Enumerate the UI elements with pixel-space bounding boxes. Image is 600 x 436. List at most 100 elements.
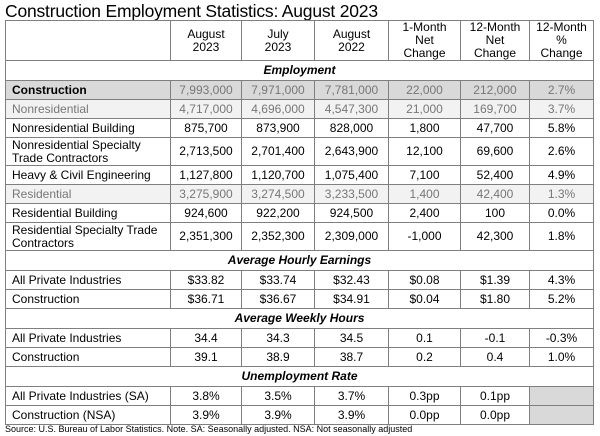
table-cell: 34.5: [314, 328, 389, 348]
table-row: Nonresidential Specialty Trade Contracto…: [5, 137, 594, 166]
table-cell: 1,800: [388, 118, 461, 138]
table-cell: 3.9%: [241, 405, 315, 425]
table-cell: 0.3pp: [388, 386, 461, 406]
table-cell: 34.4: [170, 328, 242, 348]
section-title: Average Weekly Hours: [5, 308, 594, 329]
column-header-line1: July: [267, 26, 289, 41]
section-title: Employment: [5, 60, 594, 81]
table-cell: 7,100: [388, 165, 461, 185]
table-cell: 0.4: [460, 347, 530, 367]
row-label: Residential Building: [5, 203, 171, 223]
table-cell: $33.82: [170, 270, 242, 290]
table-cell: $1.39: [460, 270, 530, 290]
row-label: Construction (NSA): [5, 405, 171, 425]
table-cell: 3,275,900: [170, 184, 242, 204]
table-cell: 2.6%: [529, 137, 594, 166]
column-header-line2: Net Change: [403, 33, 446, 60]
table-row: Nonresidential Building 875,700 873,900 828…: [5, 118, 594, 138]
column-header-line2: 2022: [338, 39, 365, 54]
table-cell: 1,075,400: [314, 165, 389, 185]
table-cell: 3.8%: [170, 386, 242, 406]
row-label: Nonresidential: [5, 99, 171, 119]
table-cell: $33.74: [241, 270, 315, 290]
table-cell: 38.7: [314, 347, 389, 367]
table-row: All Private Industries 34.4 34.3 34.5 0.1 -0.…: [5, 328, 594, 348]
row-label: Heavy & Civil Engineering: [5, 165, 171, 185]
table-cell: 3.7%: [314, 386, 389, 406]
section-header-row: Employment: [5, 60, 594, 81]
table-cell: 42,400: [460, 184, 530, 204]
table-cell: 873,900: [241, 118, 315, 138]
column-header-line2: 2023: [192, 39, 220, 54]
table-cell: 924,600: [170, 203, 242, 223]
table-cell: 4.3%: [529, 270, 594, 290]
row-label: Residential: [5, 184, 171, 204]
row-label: All Private Industries: [5, 328, 171, 348]
section-title: Unemployment Rate: [5, 366, 594, 387]
column-header: 1-Month Net Change: [388, 20, 461, 61]
header-row: August 2023 July 2023 August 2022 1-Month Net C…: [5, 20, 594, 61]
table-cell: 2.7%: [529, 80, 594, 100]
table-cell: 0.1: [388, 328, 461, 348]
row-label: Nonresidential Building: [5, 118, 171, 138]
table-row: Construction 39.1 38.9 38.7 0.2 0.4 1.0%: [5, 347, 594, 367]
table-row: Heavy & Civil Engineering 1,127,800 1,120,…: [5, 165, 594, 185]
column-header-line1: 12-Month: [536, 20, 587, 34]
table-cell: 4,717,000: [170, 99, 242, 119]
table-cell: $32.43: [314, 270, 389, 290]
table-row: All Private Industries (SA) 3.8% 3.5% 3.7% 0…: [5, 386, 594, 406]
source-note: Source: U.S. Bureau of Labor Statistics.…: [5, 424, 413, 434]
table-cell: 1.8%: [529, 222, 594, 251]
table-cell: $1.80: [460, 289, 530, 309]
column-header: July 2023: [241, 20, 315, 61]
table-cell: 2,643,900: [314, 137, 389, 166]
row-label: All Private Industries (SA): [5, 386, 171, 406]
column-header-line2: Net Change: [473, 33, 517, 60]
table-cell: 1.0%: [529, 347, 594, 367]
table-row: Residential Building 924,600 922,200 924,50…: [5, 203, 594, 223]
table-cell: 3.7%: [529, 99, 594, 119]
section-header-row: Unemployment Rate: [5, 366, 594, 387]
table-cell: 4,696,000: [241, 99, 315, 119]
table-cell: $0.04: [388, 289, 461, 309]
table-cell: 212,000: [460, 80, 530, 100]
column-header: 12-Month Net Change: [460, 20, 530, 61]
table-cell: 3.5%: [241, 386, 315, 406]
table-cell: 3,233,500: [314, 184, 389, 204]
table-cell: 2,309,000: [314, 222, 389, 251]
table-cell: [529, 405, 594, 425]
table-cell: $36.67: [241, 289, 315, 309]
header-empty-cell: [5, 20, 171, 61]
row-label: Construction: [5, 80, 171, 100]
table-cell: 1,127,800: [170, 165, 242, 185]
table-cell: 5.8%: [529, 118, 594, 138]
column-header: 12-Month% Change: [529, 20, 594, 61]
column-header-line1: August: [332, 26, 371, 41]
column-header-line1: August: [187, 26, 225, 41]
table-cell: 5.2%: [529, 289, 594, 309]
row-label: All Private Industries: [5, 270, 171, 290]
table-cell: 22,000: [388, 80, 461, 100]
table-cell: 922,200: [241, 203, 315, 223]
table-cell: 2,701,400: [241, 137, 315, 166]
table-cell: 3.9%: [170, 405, 242, 425]
column-header-line1: 1-Month: [402, 20, 447, 34]
table-cell: [529, 386, 594, 406]
table-cell: $0.08: [388, 270, 461, 290]
table-cell: 0.0pp: [460, 405, 530, 425]
table-cell: 0.2: [388, 347, 461, 367]
table-row: Residential Specialty Trade Contractors 2…: [5, 222, 594, 251]
table-cell: 42,300: [460, 222, 530, 251]
table-cell: 1,120,700: [241, 165, 315, 185]
table-cell: -0.1: [460, 328, 530, 348]
page-title: Construction Employment Statistics: Augu…: [5, 1, 378, 21]
table-cell: 0.0%: [529, 203, 594, 223]
table-cell: 7,971,000: [241, 80, 315, 100]
table-cell: 7,993,000: [170, 80, 242, 100]
table-cell: 39.1: [170, 347, 242, 367]
table-cell: 69,600: [460, 137, 530, 166]
table-cell: 21,000: [388, 99, 461, 119]
table-cell: 7,781,000: [314, 80, 389, 100]
table-row: Construction $36.71 $36.67 $34.91 $0.04 $1.80…: [5, 289, 594, 309]
row-label: Construction: [5, 347, 171, 367]
